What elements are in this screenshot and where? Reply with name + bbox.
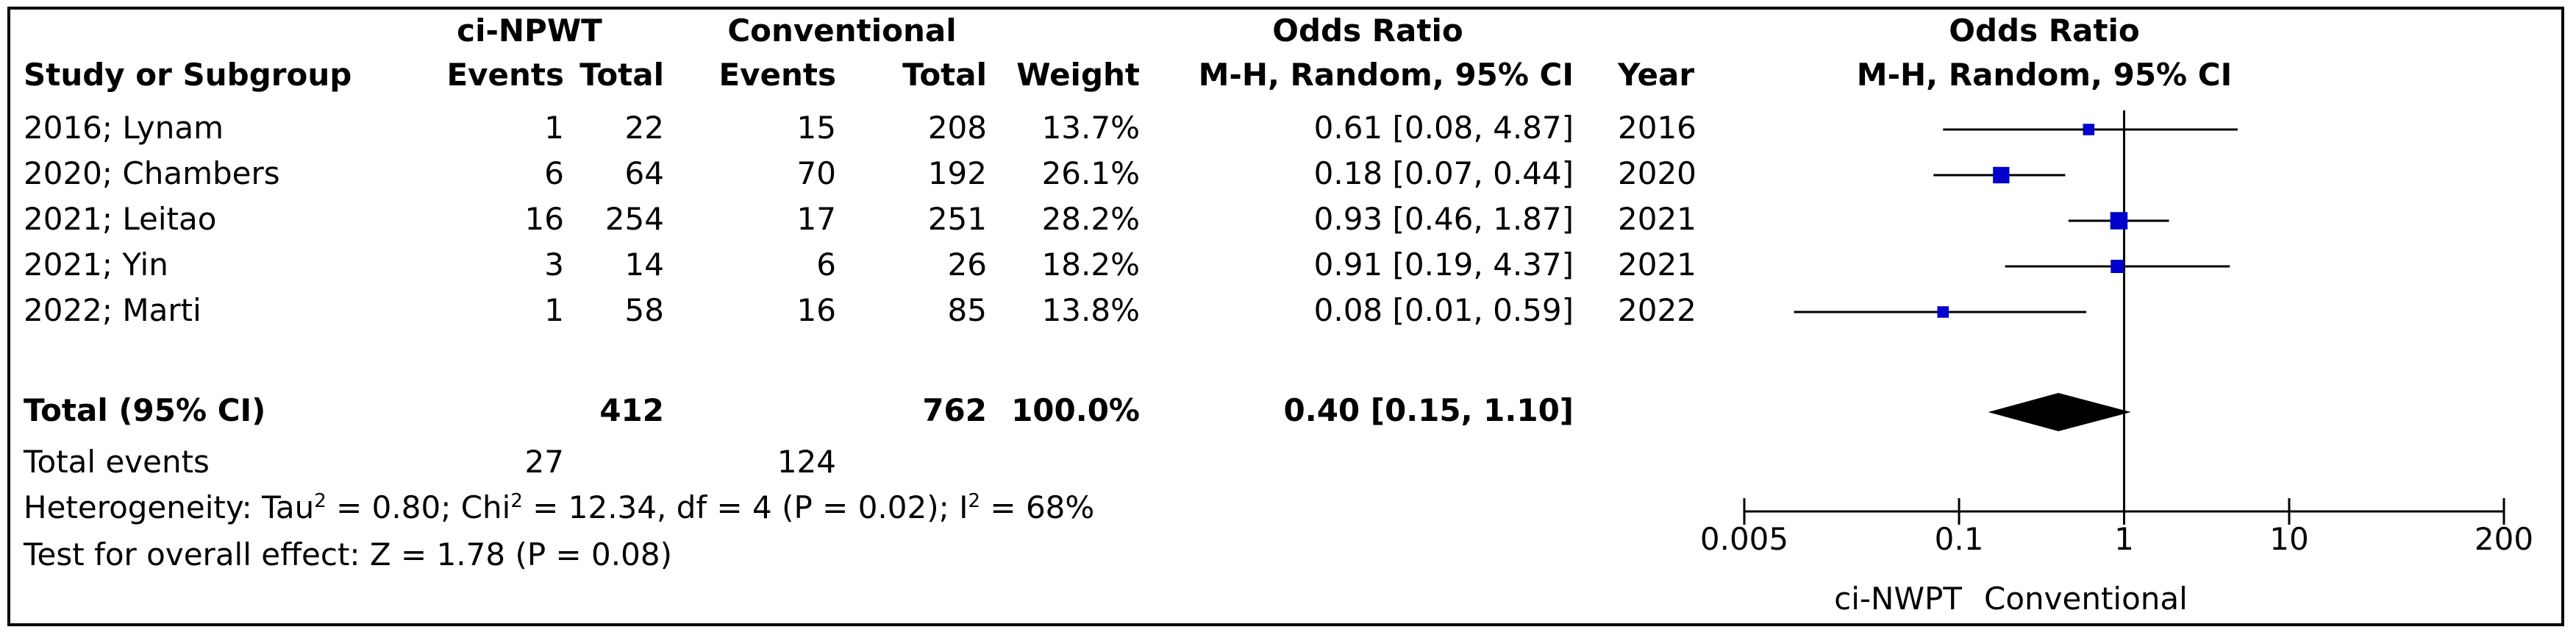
year: 2022	[1618, 292, 1696, 328]
overall-effect-text: Test for overall effect: Z = 1.78 (P = 0…	[24, 536, 672, 573]
study-marker	[2110, 212, 2128, 230]
events1: 1	[544, 292, 564, 328]
pooled-odds-ratio-ci: 0.40 [0.15, 1.10]	[1283, 392, 1574, 428]
year: 2016	[1618, 110, 1696, 146]
total2: 26	[947, 247, 987, 283]
events1-header: Events	[446, 57, 564, 93]
method-header: M-H, Random, 95% CI	[1198, 57, 1574, 93]
group2-header: Conventional	[727, 13, 957, 49]
study-name: 2022; Marti	[24, 292, 201, 328]
events2-header: Events	[718, 57, 836, 93]
pooled-diamond	[1988, 393, 2131, 431]
study-marker	[1993, 166, 2010, 184]
total1: 64	[624, 155, 664, 191]
favours-left-label: ci-NWPT	[1834, 581, 1962, 617]
events1: 16	[524, 201, 564, 237]
total-events-label: Total events	[24, 444, 210, 480]
events1: 3	[544, 247, 564, 283]
weight: 13.8%	[1041, 292, 1140, 328]
weight: 26.1%	[1041, 155, 1140, 191]
study-name: 2021; Leitao	[24, 201, 217, 237]
events2: 16	[796, 292, 836, 328]
total1: 14	[624, 247, 664, 283]
heterogeneity-text: Heterogeneity: Tau2 = 0.80; Chi2 = 12.34…	[24, 489, 1095, 525]
plot-title: Odds Ratio	[1949, 13, 2140, 49]
odds-ratio-ci: 0.08 [0.01, 0.59]	[1313, 292, 1574, 328]
total-events1: 27	[524, 444, 564, 480]
x-tick-label: 0.005	[1700, 521, 1788, 557]
total-label: Total (95% CI)	[24, 392, 266, 428]
total1: 58	[624, 292, 664, 328]
weight-header: Weight	[1016, 57, 1140, 93]
events2: 70	[796, 155, 836, 191]
study-marker	[2083, 124, 2095, 135]
total1-header: Total	[579, 57, 664, 93]
weight: 18.2%	[1041, 247, 1140, 283]
events1: 6	[544, 155, 564, 191]
odds-ratio-ci: 0.91 [0.19, 4.37]	[1313, 247, 1574, 283]
total2: 85	[947, 292, 987, 328]
year: 2021	[1618, 201, 1696, 237]
plot-method-header: M-H, Random, 95% CI	[1856, 57, 2233, 93]
x-tick-label: 1	[2114, 521, 2134, 557]
total2: 208	[927, 110, 987, 146]
x-tick-label: 10	[2269, 521, 2308, 557]
figure-frame	[7, 7, 2564, 626]
x-tick-label: 200	[2475, 521, 2533, 557]
group1-header: ci-NPWT	[457, 13, 602, 49]
weight: 13.7%	[1041, 110, 1140, 146]
events2: 17	[796, 201, 836, 237]
study-marker	[2111, 259, 2124, 274]
total1: 22	[624, 110, 664, 146]
weight: 28.2%	[1041, 201, 1140, 237]
odds-ratio-ci: 0.61 [0.08, 4.87]	[1313, 110, 1574, 146]
or-title: Odds Ratio	[1272, 13, 1463, 49]
favours-right-label: Conventional	[1984, 581, 2188, 617]
study-marker	[1937, 306, 1949, 318]
year-header: Year	[1618, 57, 1695, 93]
study-name: 2016; Lynam	[24, 110, 224, 146]
total2-header: Total	[902, 57, 987, 93]
total-events2: 124	[777, 444, 836, 480]
study-column-header: Study or Subgroup	[24, 57, 352, 93]
odds-ratio-ci: 0.18 [0.07, 0.44]	[1313, 155, 1574, 191]
year: 2021	[1618, 247, 1696, 283]
total1-sum: 412	[599, 392, 664, 428]
total2: 192	[927, 155, 987, 191]
odds-ratio-ci: 0.93 [0.46, 1.87]	[1313, 201, 1574, 237]
events2: 6	[816, 247, 836, 283]
events2: 15	[796, 110, 836, 146]
x-tick-label: 0.1	[1935, 521, 1984, 557]
total2-sum: 762	[922, 392, 987, 428]
total-weight: 100.0%	[1011, 392, 1140, 428]
total2: 251	[927, 201, 987, 237]
study-name: 2021; Yin	[24, 247, 168, 283]
events1: 1	[544, 110, 564, 146]
study-name: 2020; Chambers	[24, 155, 280, 191]
total1: 254	[604, 201, 664, 237]
year: 2020	[1618, 155, 1696, 191]
